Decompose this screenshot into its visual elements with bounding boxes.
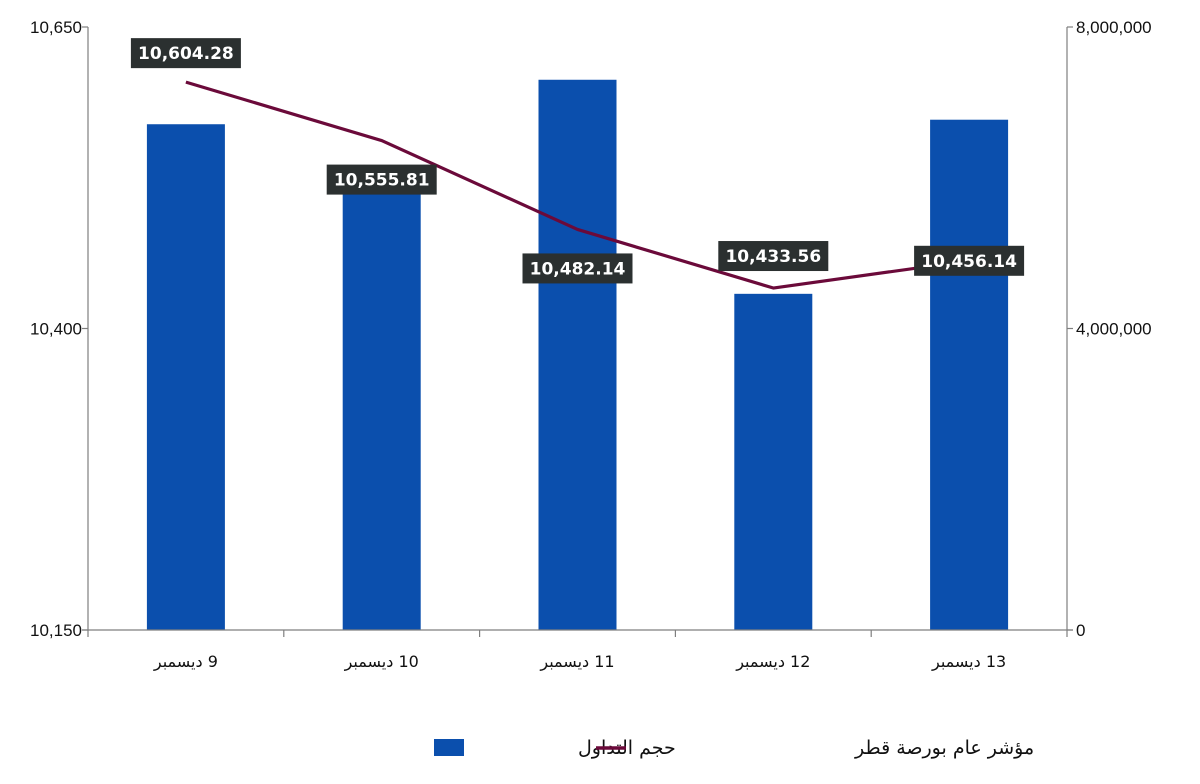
data-label-box (718, 241, 829, 272)
data-labels: 10,604.28 10,555.81 10,482.14 10,433.56 10,4… (130, 38, 1025, 284)
data-label-text: 10,555.81 (334, 171, 430, 191)
bar-2 (538, 79, 617, 630)
data-label-4: 10,456.14 (914, 245, 1025, 276)
legend-bar-label: حجم التداول (578, 737, 676, 759)
data-label-box (522, 253, 633, 284)
legend-bar-swatch (434, 739, 464, 756)
y-right-tick-label: 4,000,000 (1076, 320, 1152, 339)
data-label-text: 10,433.56 (725, 247, 821, 267)
x-tick-label: 13 ديسمبر (931, 652, 1006, 672)
y-right-tick-label: 0 (1076, 621, 1085, 640)
bar-3 (734, 293, 813, 630)
data-label-box (326, 164, 437, 195)
x-tick-label: 10 ديسمبر (344, 652, 419, 672)
bar-series (146, 79, 1009, 631)
x-tick-label: 11 ديسمبر (539, 652, 614, 672)
y-right-tick-label: 8,000,000 (1076, 18, 1152, 37)
bar-0 (146, 124, 225, 630)
data-label-box (914, 245, 1025, 276)
y-left-tick-label: 10,150 (30, 621, 82, 640)
axes: 10,150 10,400 10,650 0 4,000,000 8,000,000 9 د… (30, 18, 1152, 672)
legend-line-label: مؤشر عام بورصة قطر (854, 737, 1034, 759)
bar-1 (342, 165, 421, 630)
data-label-text: 10,456.14 (921, 252, 1017, 272)
data-label-0: 10,604.28 (130, 38, 241, 69)
data-label-3: 10,433.56 (718, 241, 829, 272)
data-label-box (130, 38, 241, 69)
x-tick-label: 12 ديسمبر (735, 652, 810, 672)
y-left-tick-label: 10,650 (30, 18, 82, 37)
data-label-text: 10,604.28 (138, 44, 234, 64)
data-label-text: 10,482.14 (530, 259, 626, 279)
legend: حجم التداول مؤشر عام بورصة قطر (434, 737, 1034, 759)
x-tick-label: 9 ديسمبر (153, 652, 218, 672)
y-left-tick-label: 10,400 (30, 320, 82, 339)
data-label-2: 10,482.14 (522, 253, 633, 284)
data-label-1: 10,555.81 (326, 164, 437, 195)
bar-4 (930, 119, 1009, 631)
